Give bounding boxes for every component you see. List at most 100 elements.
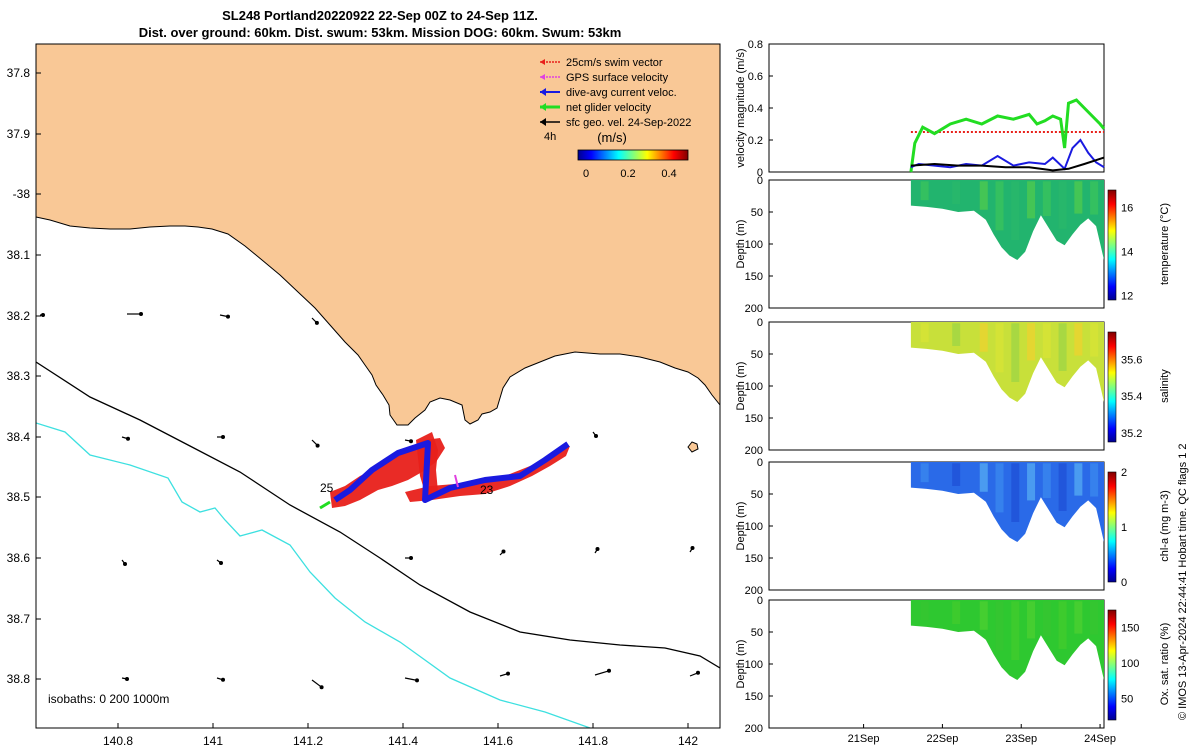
track-label-start: 25	[320, 481, 334, 495]
depth-ylabel: Depth (m)	[735, 220, 747, 269]
depth-colorbar	[1107, 471, 1117, 583]
section-texture	[1027, 463, 1036, 501]
colorbar-tick-0: 0	[583, 168, 589, 180]
legend-dive-avg-current: dive-avg current veloc.	[540, 87, 677, 99]
section-texture	[979, 181, 988, 210]
glider-track: 25 23	[319, 432, 570, 510]
lon-ticklabel: 141.6	[483, 734, 513, 748]
current-velocity-track	[333, 440, 570, 503]
colorbar-label: temperature (°C)	[1159, 203, 1171, 285]
isobath-200m	[36, 361, 720, 669]
colorbar-ticklabel: 16	[1121, 203, 1133, 215]
section-texture	[1058, 181, 1067, 229]
geo-arrow-head	[415, 678, 419, 683]
geo-arrow-head	[221, 677, 225, 682]
depth-ticklabel: 200	[745, 585, 763, 597]
lon-ticklabel: 141.8	[578, 734, 608, 748]
lon-ticklabel: 141.4	[388, 734, 418, 748]
depth-ticklabel: 200	[745, 723, 763, 735]
depth-ticklabel: 100	[745, 659, 763, 671]
map-legend: 25cm/s swim vector GPS surface velocity …	[540, 57, 691, 180]
velocity-series-1	[909, 98, 1106, 173]
depth-panel-1: 0 50 100 150 200 Depth (m) 12 14 16 temperature (…	[735, 175, 1171, 315]
colorbar-ticklabel: 14	[1121, 247, 1133, 259]
section-texture	[952, 181, 961, 204]
depth-ylabel: Depth (m)	[735, 362, 747, 411]
geo-arrow-head	[506, 671, 510, 676]
velocity-series-2	[910, 138, 1105, 171]
colorbar-ticklabel: 35.4	[1121, 391, 1142, 403]
depth-ticklabel: 100	[745, 239, 763, 251]
velocity-panel: 0 0.2 0.4 0.6 0.8 velocity magnitude (m/s)	[735, 39, 1106, 179]
depth-ylabel: Depth (m)	[735, 502, 747, 551]
velocity-ticklabel: 0.8	[748, 39, 763, 51]
section-texture	[1074, 463, 1083, 496]
credit-text: © IMOS 13-Apr-2024 22:44:41 Hobart time.…	[1177, 443, 1189, 720]
section-texture	[979, 323, 988, 352]
depth-panel-2: 0 50 100 150 200 Depth (m) 35.2 35.4 35.6 salinit…	[735, 317, 1171, 457]
depth-panel-3: 0 50 100 150 200 Depth (m) 0 1 2 chl-a (mg m-3)	[735, 457, 1171, 597]
depth-ticklabel: 0	[757, 175, 763, 187]
depth-ticklabel: 50	[751, 207, 763, 219]
section-texture	[1011, 601, 1020, 660]
colorbar-label: Ox. sat. ratio (%)	[1159, 623, 1171, 706]
depth-ticklabel: 50	[751, 349, 763, 361]
section-texture	[995, 463, 1004, 513]
geo-arrow-head	[607, 668, 611, 673]
section-texture	[1090, 181, 1099, 215]
map-panel: 25 23 37.8 37.9 -38 38.1 38.2 38.3 38.4 38.5 38.…	[7, 43, 721, 748]
geo-arrow-head	[126, 436, 130, 441]
velocity-ylabel: velocity magnitude (m/s)	[735, 48, 747, 167]
colorbar-unit: (m/s)	[597, 130, 627, 145]
depth-ticklabel: 0	[757, 317, 763, 329]
time-ticklabel: 22Sep	[927, 733, 959, 745]
longitude-ticks: 140.8 141 141.2 141.4 141.6 141.8 142	[103, 723, 698, 748]
speed-colorbar	[577, 149, 689, 161]
svg-text:GPS surface velocity: GPS surface velocity	[566, 72, 669, 84]
velocity-ticklabel: 0.6	[748, 71, 763, 83]
svg-text:net glider velocity: net glider velocity	[566, 102, 651, 114]
colorbar-ticklabel: 2	[1121, 467, 1127, 479]
depth-ticklabel: 150	[745, 413, 763, 425]
section-texture	[995, 601, 1004, 651]
section-texture	[979, 601, 988, 630]
colorbar-ticklabel: 12	[1121, 291, 1133, 303]
section-texture	[1027, 601, 1036, 639]
velocity-ticklabel: 0.2	[748, 135, 763, 147]
geo-arrow-head	[409, 439, 413, 444]
depth-ticklabel: 0	[757, 595, 763, 607]
legend-sfc-geo: sfc geo. vel. 24-Sep-2022	[540, 117, 691, 129]
velocity-series-3	[910, 156, 1105, 172]
depth-ticklabel: 200	[745, 445, 763, 457]
lon-ticklabel: 140.8	[103, 734, 133, 748]
section-texture	[1027, 323, 1036, 361]
section-texture	[1090, 323, 1099, 357]
latitude-ticks: 37.8 37.9 -38 38.1 38.2 38.3 38.4 38.5 38.6 38.7 3…	[7, 66, 41, 686]
section-texture	[1042, 463, 1051, 498]
time-ticklabel: 23Sep	[1005, 733, 1037, 745]
section-texture	[1074, 601, 1083, 634]
svg-text:dive-avg current veloc.: dive-avg current veloc.	[566, 87, 677, 99]
depth-ticklabel: 50	[751, 627, 763, 639]
section-texture	[920, 323, 929, 343]
section-texture	[952, 323, 961, 346]
section-texture	[920, 601, 929, 621]
geo-arrow-head	[123, 562, 127, 566]
lat-ticklabel: 38.7	[7, 612, 31, 626]
lat-ticklabel: 38.8	[7, 672, 31, 686]
lat-ticklabel: -38	[13, 187, 31, 201]
colorbar-label: salinity	[1159, 369, 1171, 403]
depth-panel-4: 0 50 100 150 200 Depth (m) 50 100 150 Ox. sat. ra…	[735, 595, 1171, 745]
geo-arrow-head	[409, 556, 413, 560]
section-texture	[1090, 601, 1099, 635]
section-texture	[1042, 601, 1051, 636]
section-texture	[1090, 463, 1099, 497]
velocity-ticklabel: 0.4	[748, 103, 763, 115]
depth-ticklabel: 0	[757, 457, 763, 469]
lat-ticklabel: 37.8	[7, 66, 31, 80]
section-texture	[995, 181, 1004, 231]
legend-gps-surface: GPS surface velocity	[540, 72, 669, 84]
velocity-yticks: 0 0.2 0.4 0.6 0.8	[748, 39, 773, 179]
title-line-2: Dist. over ground: 60km. Dist. swum: 53k…	[139, 25, 622, 40]
